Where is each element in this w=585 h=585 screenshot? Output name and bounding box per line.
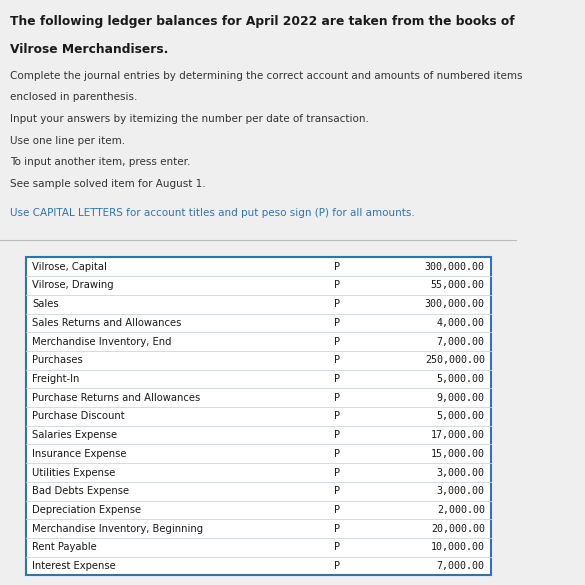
Text: enclosed in parenthesis.: enclosed in parenthesis. <box>11 92 137 102</box>
Text: P: P <box>335 561 340 571</box>
Text: 250,000.00: 250,000.00 <box>425 355 485 365</box>
Text: 5,000.00: 5,000.00 <box>437 411 485 421</box>
Text: Use one line per item.: Use one line per item. <box>11 136 125 146</box>
Text: Complete the journal entries by determining the correct account and amounts of n: Complete the journal entries by determin… <box>11 71 523 81</box>
Text: 4,000.00: 4,000.00 <box>437 318 485 328</box>
Text: P: P <box>335 430 340 440</box>
Text: 17,000.00: 17,000.00 <box>431 430 485 440</box>
Text: 10,000.00: 10,000.00 <box>431 542 485 552</box>
Text: Salaries Expense: Salaries Expense <box>32 430 117 440</box>
Text: 2,000.00: 2,000.00 <box>437 505 485 515</box>
Text: Vilrose, Drawing: Vilrose, Drawing <box>32 280 113 291</box>
Text: P: P <box>335 374 340 384</box>
Text: Freight-In: Freight-In <box>32 374 80 384</box>
Text: P: P <box>335 524 340 534</box>
Text: 300,000.00: 300,000.00 <box>425 261 485 272</box>
Text: 5,000.00: 5,000.00 <box>437 374 485 384</box>
Text: 9,000.00: 9,000.00 <box>437 393 485 402</box>
Text: P: P <box>335 355 340 365</box>
FancyBboxPatch shape <box>26 257 491 576</box>
Text: P: P <box>335 486 340 496</box>
Text: P: P <box>335 336 340 346</box>
Text: Use CAPITAL LETTERS for account titles and put peso sign (P) for all amounts.: Use CAPITAL LETTERS for account titles a… <box>11 208 415 218</box>
Text: Sales Returns and Allowances: Sales Returns and Allowances <box>32 318 181 328</box>
Text: 3,000.00: 3,000.00 <box>437 467 485 477</box>
Text: 20,000.00: 20,000.00 <box>431 524 485 534</box>
Text: 300,000.00: 300,000.00 <box>425 299 485 309</box>
Text: Input your answers by itemizing the number per date of transaction.: Input your answers by itemizing the numb… <box>11 114 369 124</box>
Text: Insurance Expense: Insurance Expense <box>32 449 126 459</box>
Text: P: P <box>335 542 340 552</box>
Text: Purchase Discount: Purchase Discount <box>32 411 125 421</box>
Text: Vilrose, Capital: Vilrose, Capital <box>32 261 107 272</box>
Text: Purchases: Purchases <box>32 355 83 365</box>
Text: P: P <box>335 449 340 459</box>
Text: Rent Payable: Rent Payable <box>32 542 97 552</box>
Text: P: P <box>335 299 340 309</box>
Text: P: P <box>335 318 340 328</box>
Text: Merchandise Inventory, End: Merchandise Inventory, End <box>32 336 171 346</box>
Text: 7,000.00: 7,000.00 <box>437 561 485 571</box>
Text: Interest Expense: Interest Expense <box>32 561 116 571</box>
Text: P: P <box>335 280 340 291</box>
Text: Vilrose Merchandisers.: Vilrose Merchandisers. <box>11 43 168 56</box>
Text: P: P <box>335 411 340 421</box>
Text: Purchase Returns and Allowances: Purchase Returns and Allowances <box>32 393 200 402</box>
Text: Depreciation Expense: Depreciation Expense <box>32 505 141 515</box>
Text: 7,000.00: 7,000.00 <box>437 336 485 346</box>
Text: Merchandise Inventory, Beginning: Merchandise Inventory, Beginning <box>32 524 203 534</box>
Text: P: P <box>335 467 340 477</box>
Text: P: P <box>335 261 340 272</box>
Text: The following ledger balances for April 2022 are taken from the books of: The following ledger balances for April … <box>11 15 515 27</box>
Text: See sample solved item for August 1.: See sample solved item for August 1. <box>11 179 206 189</box>
Text: Sales: Sales <box>32 299 58 309</box>
Text: To input another item, press enter.: To input another item, press enter. <box>11 157 191 167</box>
Text: 3,000.00: 3,000.00 <box>437 486 485 496</box>
Text: Bad Debts Expense: Bad Debts Expense <box>32 486 129 496</box>
Text: 15,000.00: 15,000.00 <box>431 449 485 459</box>
Text: P: P <box>335 505 340 515</box>
Text: 55,000.00: 55,000.00 <box>431 280 485 291</box>
Text: P: P <box>335 393 340 402</box>
Text: Utilities Expense: Utilities Expense <box>32 467 115 477</box>
